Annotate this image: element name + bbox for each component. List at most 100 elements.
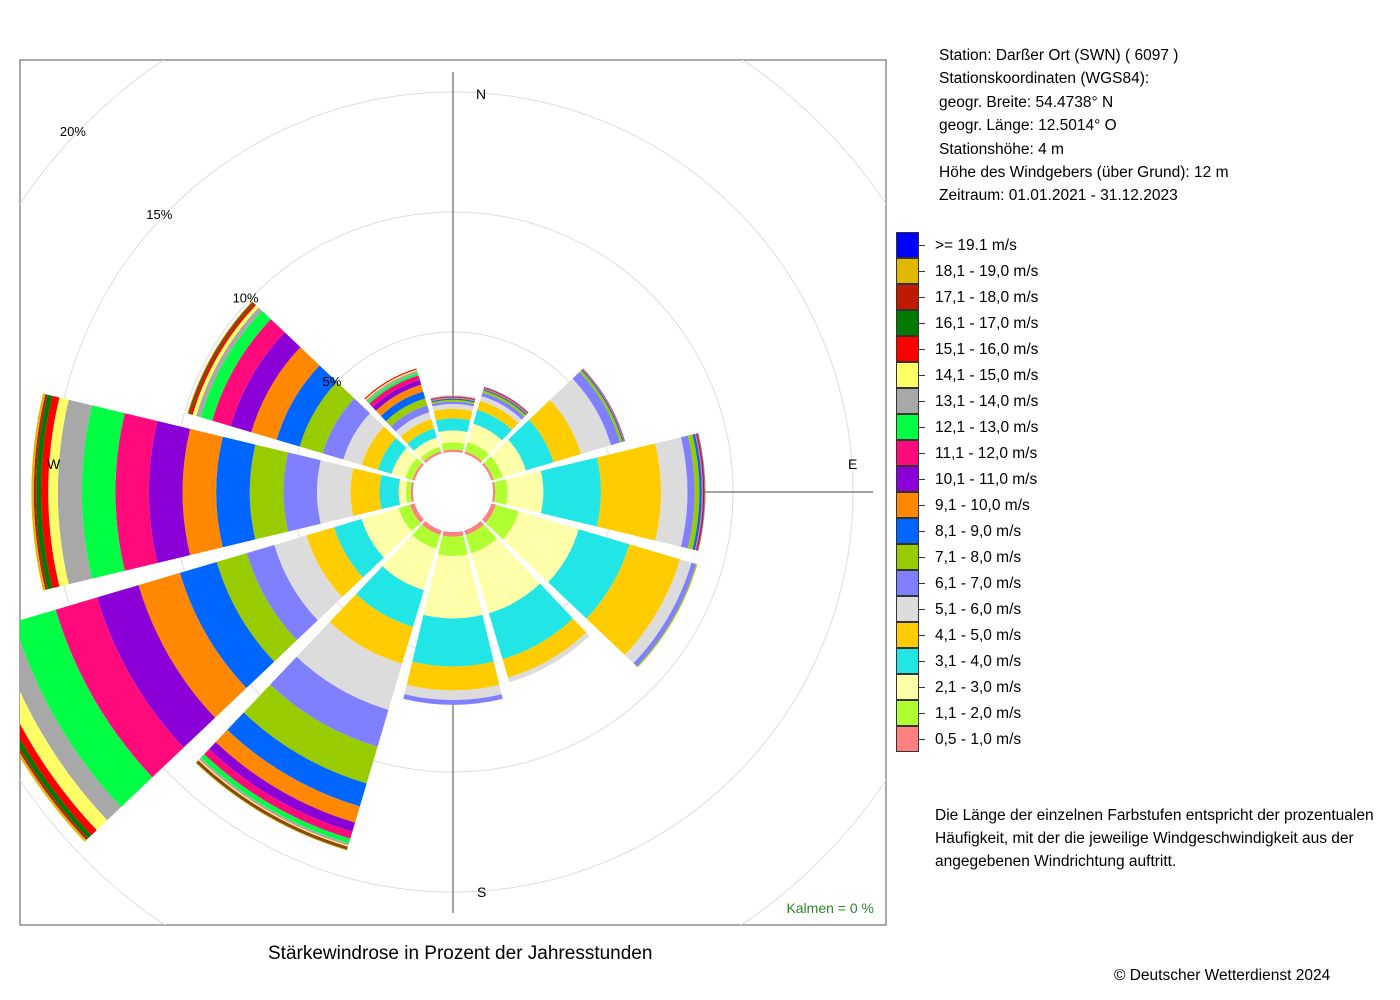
legend-swatch bbox=[896, 232, 919, 258]
sector-band bbox=[283, 452, 321, 532]
legend-tick bbox=[919, 297, 925, 298]
sector-band bbox=[655, 437, 688, 547]
sector-band bbox=[696, 433, 705, 551]
sector-band bbox=[403, 694, 503, 705]
sector-band bbox=[377, 438, 407, 474]
sector-band bbox=[306, 527, 364, 598]
legend-tick bbox=[919, 453, 925, 454]
sector-band bbox=[361, 426, 397, 470]
sector-300 bbox=[187, 301, 424, 481]
legend-swatch bbox=[896, 570, 919, 596]
legend-swatch bbox=[896, 388, 919, 414]
sector-band bbox=[508, 419, 554, 471]
compass-w-label: W bbox=[47, 456, 61, 472]
sector-band bbox=[432, 404, 474, 412]
sector-band bbox=[41, 395, 60, 589]
legend-label: 13,1 - 14,0 m/s bbox=[935, 393, 1039, 410]
compass-n-label: N bbox=[476, 86, 486, 102]
legend-swatch bbox=[896, 726, 919, 752]
sector-band bbox=[422, 521, 442, 535]
legend-swatch bbox=[896, 544, 919, 570]
legend-label: 2,1 - 3,0 m/s bbox=[935, 679, 1022, 696]
sector-band bbox=[430, 395, 476, 399]
sector-band bbox=[413, 437, 440, 458]
legend-swatch bbox=[896, 622, 919, 648]
station-longitude: geogr. Länge: 12.5014° O bbox=[939, 117, 1117, 135]
sector-band bbox=[430, 397, 476, 402]
sector-band bbox=[548, 529, 630, 619]
ring-label: 15% bbox=[146, 207, 172, 222]
sector-band bbox=[491, 482, 496, 502]
legend-tick bbox=[919, 635, 925, 636]
sector-band bbox=[179, 561, 275, 689]
sector-band bbox=[369, 375, 420, 408]
legend-tick bbox=[919, 323, 925, 324]
legend-tick bbox=[919, 349, 925, 350]
legend-swatch bbox=[896, 596, 919, 622]
sector-band bbox=[200, 310, 271, 421]
explanation-note: Die Länge der einzelnen Farbstufen entsp… bbox=[935, 807, 1374, 870]
legend-tick bbox=[919, 427, 925, 428]
sector-band bbox=[249, 444, 289, 540]
chart-caption: Stärkewindrose in Prozent der Jahresstun… bbox=[268, 943, 653, 964]
legend-label: 5,1 - 6,0 m/s bbox=[935, 601, 1022, 618]
sector-band bbox=[430, 396, 476, 401]
sector-band bbox=[299, 381, 355, 454]
sector-270 bbox=[31, 393, 415, 591]
sector-band bbox=[624, 559, 692, 664]
compass-e-label: E bbox=[848, 456, 857, 472]
sector-band bbox=[420, 446, 441, 462]
sector-band bbox=[192, 305, 259, 416]
station-info: Station: Darßer Ort (SWN) ( 6097 ) Stati… bbox=[939, 44, 1228, 208]
sector-band bbox=[441, 442, 465, 451]
legend-label: 11,1 - 12,0 m/s bbox=[935, 445, 1038, 462]
sector-band bbox=[382, 534, 437, 591]
sector-band bbox=[430, 395, 476, 399]
sector-band bbox=[540, 457, 602, 527]
legend-label: 7,1 - 8,0 m/s bbox=[935, 549, 1022, 566]
sector-band bbox=[404, 684, 502, 700]
station-latitude: geogr. Breite: 54.4738° N bbox=[939, 93, 1114, 111]
sector-band bbox=[57, 399, 93, 585]
sector-band bbox=[212, 319, 285, 427]
sector-band bbox=[149, 421, 191, 563]
sector-band bbox=[209, 742, 356, 832]
sector-band bbox=[31, 393, 46, 591]
sector-90 bbox=[491, 432, 706, 552]
sector-band bbox=[55, 597, 184, 778]
sector-band bbox=[697, 433, 705, 551]
sector-band bbox=[596, 443, 661, 541]
legend-label: 0,5 - 1,0 m/s bbox=[935, 731, 1022, 748]
sector-band bbox=[435, 418, 471, 433]
sector-band bbox=[204, 749, 353, 839]
sector-band bbox=[502, 618, 587, 678]
sector-band bbox=[433, 408, 473, 421]
sector-band bbox=[407, 428, 437, 451]
sector-band bbox=[251, 347, 320, 440]
sector-band bbox=[274, 535, 343, 621]
sector-band bbox=[481, 392, 525, 420]
ring-label: 20% bbox=[60, 124, 86, 139]
sector-band bbox=[680, 435, 695, 549]
sector-band bbox=[410, 482, 415, 502]
legend-label: 4,1 - 5,0 m/s bbox=[935, 627, 1022, 644]
legend-swatch bbox=[896, 674, 919, 700]
sector-band bbox=[529, 400, 582, 463]
legend-swatch bbox=[896, 700, 919, 726]
sector-band bbox=[405, 457, 423, 480]
legend-tick bbox=[919, 739, 925, 740]
station-name: Station: Darßer Ort (SWN) ( 6097 ) bbox=[939, 47, 1179, 64]
sector-band bbox=[431, 399, 475, 405]
compass-s-label: S bbox=[477, 884, 486, 900]
sector-band bbox=[505, 470, 544, 514]
legend-swatch bbox=[896, 362, 919, 388]
sector-band bbox=[633, 562, 697, 667]
sector-band bbox=[412, 462, 424, 481]
sector-band bbox=[270, 656, 389, 747]
sector-band bbox=[471, 538, 541, 614]
sector-band bbox=[20, 609, 153, 807]
legend-label: 12,1 - 13,0 m/s bbox=[935, 419, 1039, 436]
sector-0 bbox=[430, 395, 476, 454]
sector-band bbox=[572, 371, 621, 446]
